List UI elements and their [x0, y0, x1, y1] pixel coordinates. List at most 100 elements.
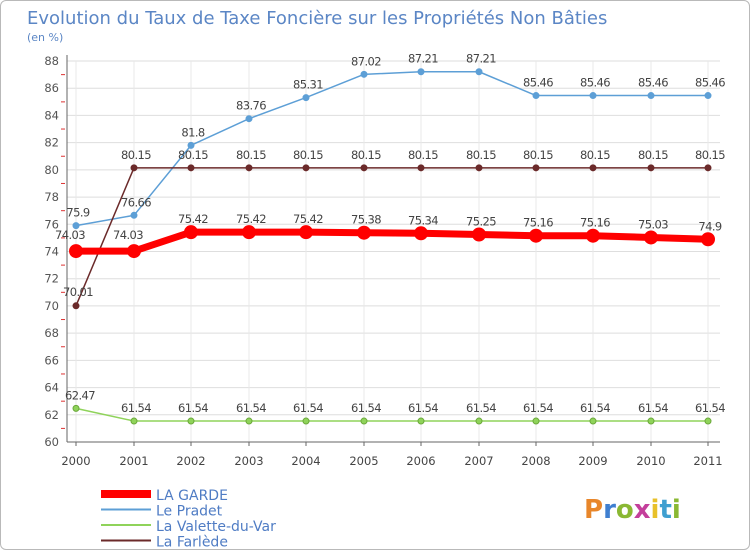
- x-tick-label: 2000: [61, 454, 90, 468]
- logo-letter: o: [616, 495, 634, 525]
- data-label: 61.54: [408, 401, 438, 415]
- data-point: [184, 225, 198, 240]
- data-label: 80.15: [351, 148, 381, 162]
- data-label: 81.8: [181, 125, 204, 139]
- logo-letter: r: [603, 495, 616, 525]
- data-point: [475, 164, 483, 172]
- x-tick-label: 2011: [693, 454, 722, 468]
- y-tick-label: 62: [44, 408, 59, 422]
- x-tick-label: 2006: [406, 454, 435, 468]
- data-point: [647, 164, 655, 172]
- data-label: 85.31: [293, 78, 323, 92]
- data-label: 75.16: [523, 216, 553, 230]
- data-point: [417, 68, 425, 76]
- data-label: 80.15: [638, 148, 668, 162]
- data-point: [417, 417, 425, 425]
- data-label: 83.76: [236, 99, 266, 113]
- logo: Proxiti: [584, 495, 681, 525]
- data-point: [704, 164, 712, 172]
- data-point: [414, 226, 428, 241]
- data-point: [532, 92, 540, 100]
- data-label: 85.46: [580, 76, 610, 90]
- data-label: 75.9: [66, 206, 89, 220]
- y-tick-label: 88: [44, 54, 59, 68]
- data-point: [704, 92, 712, 100]
- y-tick-label: 74: [44, 245, 59, 259]
- legend-label: La Farlède: [156, 535, 228, 550]
- data-label: 61.54: [580, 401, 610, 415]
- data-label: 61.54: [523, 401, 553, 415]
- data-point: [245, 164, 253, 172]
- legend-label: La Valette-du-Var: [156, 519, 276, 535]
- legend-label: LA GARDE: [156, 488, 228, 504]
- x-tick-label: 2001: [119, 454, 148, 468]
- x-tick-label: 2007: [464, 454, 493, 468]
- legend-label: Le Pradet: [156, 504, 223, 520]
- data-point: [72, 302, 80, 310]
- data-point: [360, 417, 368, 425]
- logo-letter: i: [651, 495, 660, 525]
- data-label: 61.54: [236, 401, 266, 415]
- y-tick-label: 86: [44, 81, 59, 95]
- data-label: 61.54: [293, 401, 323, 415]
- data-point: [360, 164, 368, 172]
- data-label: 74.03: [113, 228, 143, 242]
- data-label: 80.15: [695, 148, 725, 162]
- data-label: 75.42: [293, 212, 323, 226]
- y-tick-label: 84: [44, 108, 59, 122]
- data-label: 61.54: [178, 401, 208, 415]
- logo-letter: i: [672, 495, 681, 525]
- data-point: [472, 227, 486, 242]
- y-tick-label: 70: [44, 299, 59, 313]
- data-label: 80.15: [580, 148, 610, 162]
- series-la-garde: 74.03 74.03 75.42 75.42 75.42 75.38 75.34 75.25…: [55, 212, 722, 259]
- data-point: [417, 164, 425, 172]
- data-label: 76.66: [121, 195, 151, 209]
- data-label: 80.15: [121, 148, 151, 162]
- x-tick-label: 2008: [521, 454, 550, 468]
- data-label: 80.15: [236, 148, 266, 162]
- data-point: [360, 70, 368, 78]
- data-point: [130, 164, 138, 172]
- series-line: [75, 167, 708, 307]
- data-point: [644, 230, 658, 245]
- data-point: [245, 115, 253, 123]
- data-label: 80.15: [408, 148, 438, 162]
- logo-letter: x: [634, 495, 651, 525]
- data-label: 80.15: [523, 148, 553, 162]
- data-point: [532, 164, 540, 172]
- data-label: 62.47: [65, 388, 95, 402]
- data-point: [242, 225, 256, 240]
- data-point: [647, 92, 655, 100]
- data-point: [589, 92, 597, 100]
- x-tick-label: 2004: [291, 454, 320, 468]
- data-label: 75.42: [178, 212, 208, 226]
- y-tick-label: 78: [44, 190, 59, 204]
- y-tick-label: 76: [44, 217, 59, 231]
- data-point: [130, 417, 138, 425]
- data-point: [302, 417, 310, 425]
- data-point: [299, 225, 313, 240]
- data-point: [245, 417, 253, 425]
- x-tick-label: 2002: [176, 454, 205, 468]
- y-tick-label: 68: [44, 326, 59, 340]
- data-point: [302, 94, 310, 102]
- data-point: [302, 164, 310, 172]
- data-label: 75.16: [580, 216, 610, 230]
- data-label: 87.21: [466, 52, 496, 66]
- data-point: [187, 417, 195, 425]
- y-tick-label: 72: [44, 272, 59, 286]
- series-line: [76, 228, 709, 255]
- data-point: [586, 228, 600, 243]
- data-label: 80.15: [178, 148, 208, 162]
- data-point: [647, 417, 655, 425]
- data-point: [532, 417, 540, 425]
- data-label: 85.46: [638, 76, 668, 90]
- data-point: [187, 141, 195, 149]
- logo-letter: t: [659, 495, 671, 525]
- y-tick-label: 64: [44, 381, 59, 395]
- data-point: [589, 164, 597, 172]
- data-point: [127, 244, 141, 259]
